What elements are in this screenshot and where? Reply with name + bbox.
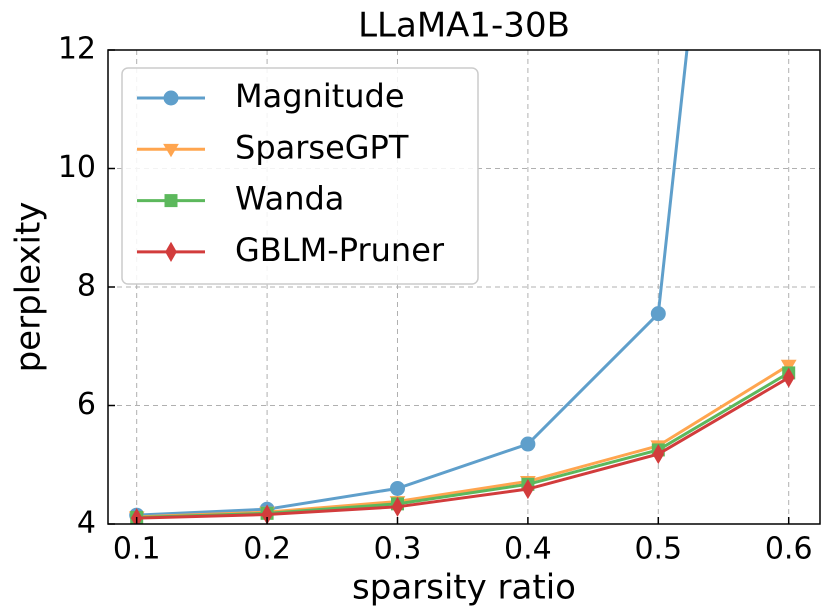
- x-tick-label: 0.2: [243, 532, 291, 567]
- y-tick-label: 8: [77, 269, 96, 304]
- marker: [520, 436, 536, 452]
- y-tick-label: 6: [77, 387, 96, 422]
- x-tick-label: 0.1: [113, 532, 161, 567]
- marker: [163, 143, 179, 158]
- series-line: [136, 376, 790, 520]
- marker: [650, 306, 666, 322]
- plot-area: [128, 50, 797, 524]
- x-axis-label: sparsity ratio: [352, 568, 576, 608]
- marker: [130, 507, 143, 524]
- y-tick-label: 10: [58, 150, 96, 185]
- legend: Magnitude SparseGPT Wanda GBLM-Pruner: [121, 67, 479, 285]
- marker: [780, 359, 797, 374]
- series-line: [136, 50, 689, 517]
- marker: [165, 241, 177, 263]
- x-tick-label: 0.3: [374, 532, 422, 567]
- legend-label: GBLM-Pruner: [235, 231, 445, 269]
- marker: [389, 480, 405, 496]
- legend-label: Wanda: [235, 180, 344, 218]
- x-tick-label: 0.4: [504, 532, 552, 567]
- chart-title: LLaMA1-30B: [358, 6, 570, 46]
- legend-label: Magnitude: [235, 77, 405, 115]
- marker: [782, 367, 795, 388]
- y-tick-label: 4: [77, 506, 96, 541]
- legend-box: [121, 67, 479, 285]
- legend-label: SparseGPT: [235, 128, 409, 166]
- marker: [163, 90, 179, 106]
- x-tick-label: 0.5: [634, 532, 682, 567]
- y-axis-label: perplexity: [9, 202, 49, 373]
- x-tick-label: 0.6: [765, 532, 813, 567]
- series-line: [136, 371, 790, 519]
- marker: [391, 496, 404, 517]
- marker: [164, 194, 178, 208]
- marker: [522, 478, 534, 500]
- y-tick-label: 12: [58, 32, 96, 67]
- marker: [652, 443, 665, 465]
